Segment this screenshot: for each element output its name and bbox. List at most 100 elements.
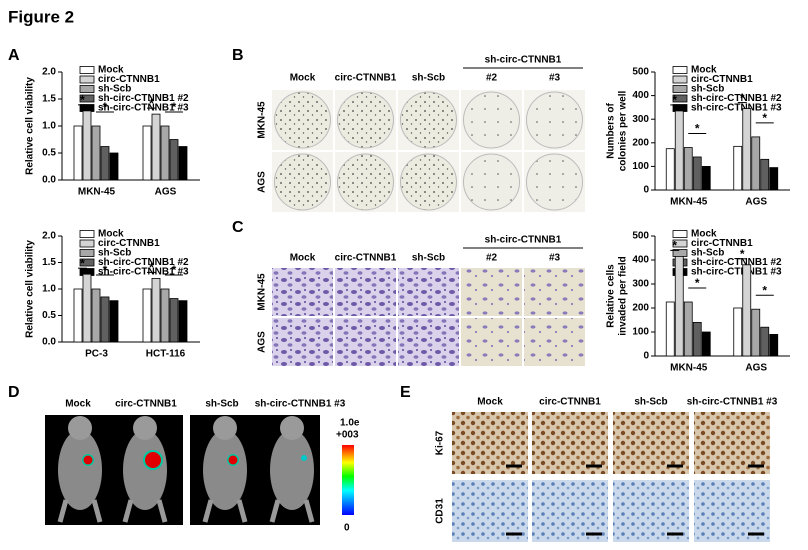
bar: [160, 125, 170, 181]
legend-label: sh-circ-CTNNB1 #2: [691, 257, 782, 268]
y-axis-label: Relative cell viability: [25, 240, 36, 338]
bar: [73, 288, 83, 343]
y-tick-label: 200: [632, 303, 649, 314]
bar: [73, 125, 83, 181]
y-tick-label: 100: [632, 327, 649, 338]
legend-label: sh-Scb: [691, 84, 724, 95]
bar: [692, 321, 702, 357]
colony-dish: [274, 91, 331, 149]
significance-mark: *: [80, 93, 85, 107]
panel-label: A: [8, 47, 20, 64]
column-label: Mock: [290, 73, 316, 84]
invasion-image: [335, 318, 396, 366]
colony-dish: [274, 153, 331, 211]
bar: [169, 139, 179, 181]
row-label: CD31: [435, 498, 446, 524]
bar: [160, 288, 170, 343]
mouse-leg: [236, 499, 248, 523]
y-tick-label: 1.0: [42, 121, 56, 132]
y-tick-label: 2.0: [42, 231, 56, 242]
invasion-image: [398, 318, 459, 366]
significance-mark: *: [672, 239, 677, 253]
signal-inner: [83, 455, 93, 465]
bar: [692, 156, 702, 191]
bar: [742, 108, 752, 191]
mouse-head: [280, 416, 304, 440]
legend-swatch: [79, 258, 95, 267]
y-tick-label: 400: [632, 90, 649, 101]
legend-label: circ-CTNNB1: [98, 74, 160, 85]
y-axis-label: Numbers of: [606, 103, 617, 159]
significance-mark: *: [149, 261, 154, 275]
legend-swatch: [79, 66, 95, 74]
legend-label: sh-circ-CTNNB1 #2: [98, 257, 189, 268]
row-label: AGS: [257, 171, 268, 193]
mouse-leg: [156, 499, 168, 523]
mouse-body: [270, 430, 314, 510]
significance-mark: *: [695, 122, 700, 136]
colony-dish: [463, 153, 520, 211]
legend-label: sh-circ-CTNNB1 #3: [691, 267, 782, 278]
signal-outer: [301, 455, 307, 461]
column-label: sh-Scb: [205, 399, 238, 410]
figure-title: Figure 2: [8, 7, 74, 26]
panel-label: D: [8, 384, 20, 401]
ihc-image: [452, 412, 528, 474]
legend-swatch: [79, 94, 95, 103]
invasion-image: [524, 268, 585, 316]
y-axis-label: Relative cell viability: [25, 77, 36, 175]
bar: [100, 146, 110, 181]
colorbar-max: +003: [336, 430, 359, 441]
signal-inner: [228, 455, 238, 465]
legend-label: sh-circ-CTNNB1 #3: [691, 103, 782, 114]
mouse-leg: [91, 499, 103, 523]
column-label: Mock: [477, 397, 503, 408]
bar: [683, 301, 693, 357]
panel-label: C: [232, 219, 244, 236]
colorbar-max: 1.0e: [340, 418, 360, 429]
ihc-image: [613, 412, 689, 474]
column-label: sh-Scb: [634, 397, 667, 408]
mouse-head: [133, 416, 157, 440]
significance-mark: *: [695, 276, 700, 290]
bar: [142, 288, 152, 343]
significance-mark: *: [172, 263, 177, 277]
column-label: #3: [549, 73, 561, 84]
bar: [742, 264, 752, 357]
bar: [82, 110, 92, 181]
bar: [760, 326, 770, 357]
column-label: #2: [486, 253, 498, 264]
bar: [683, 147, 693, 191]
mouse-body: [58, 430, 102, 510]
column-label: sh-Scb: [412, 73, 445, 84]
column-label: sh-Scb: [412, 253, 445, 264]
mouse-head: [213, 416, 237, 440]
legend-label: sh-circ-CTNNB1 #3: [98, 103, 189, 114]
legend-label: Mock: [98, 65, 124, 76]
y-tick-label: 0.5: [42, 310, 56, 321]
column-label: circ-CTNNB1: [335, 73, 397, 84]
invasion-image: [335, 268, 396, 316]
bar: [151, 113, 161, 181]
bar: [665, 301, 675, 357]
legend-label: sh-Scb: [691, 248, 724, 259]
bar: [701, 331, 711, 357]
mouse-leg: [202, 499, 214, 523]
bar: [665, 148, 675, 191]
legend-label: sh-circ-CTNNB1 #3: [98, 267, 189, 278]
bar: [109, 152, 119, 181]
significance-mark: *: [103, 100, 108, 114]
legend-swatch: [672, 94, 688, 103]
legend-label: circ-CTNNB1: [98, 238, 160, 249]
y-tick-label: 500: [632, 67, 649, 78]
bar: [142, 125, 152, 181]
bar: [91, 288, 101, 343]
legend-label: Mock: [98, 229, 124, 240]
legend-label: Mock: [691, 65, 717, 76]
legend-label: sh-circ-CTNNB1 #2: [691, 93, 782, 104]
ihc-image: [694, 480, 770, 542]
group-label: sh-circ-CTNNB1: [485, 235, 562, 246]
bar: [769, 333, 779, 357]
legend-swatch: [79, 239, 95, 248]
y-tick-label: 0: [643, 185, 649, 196]
